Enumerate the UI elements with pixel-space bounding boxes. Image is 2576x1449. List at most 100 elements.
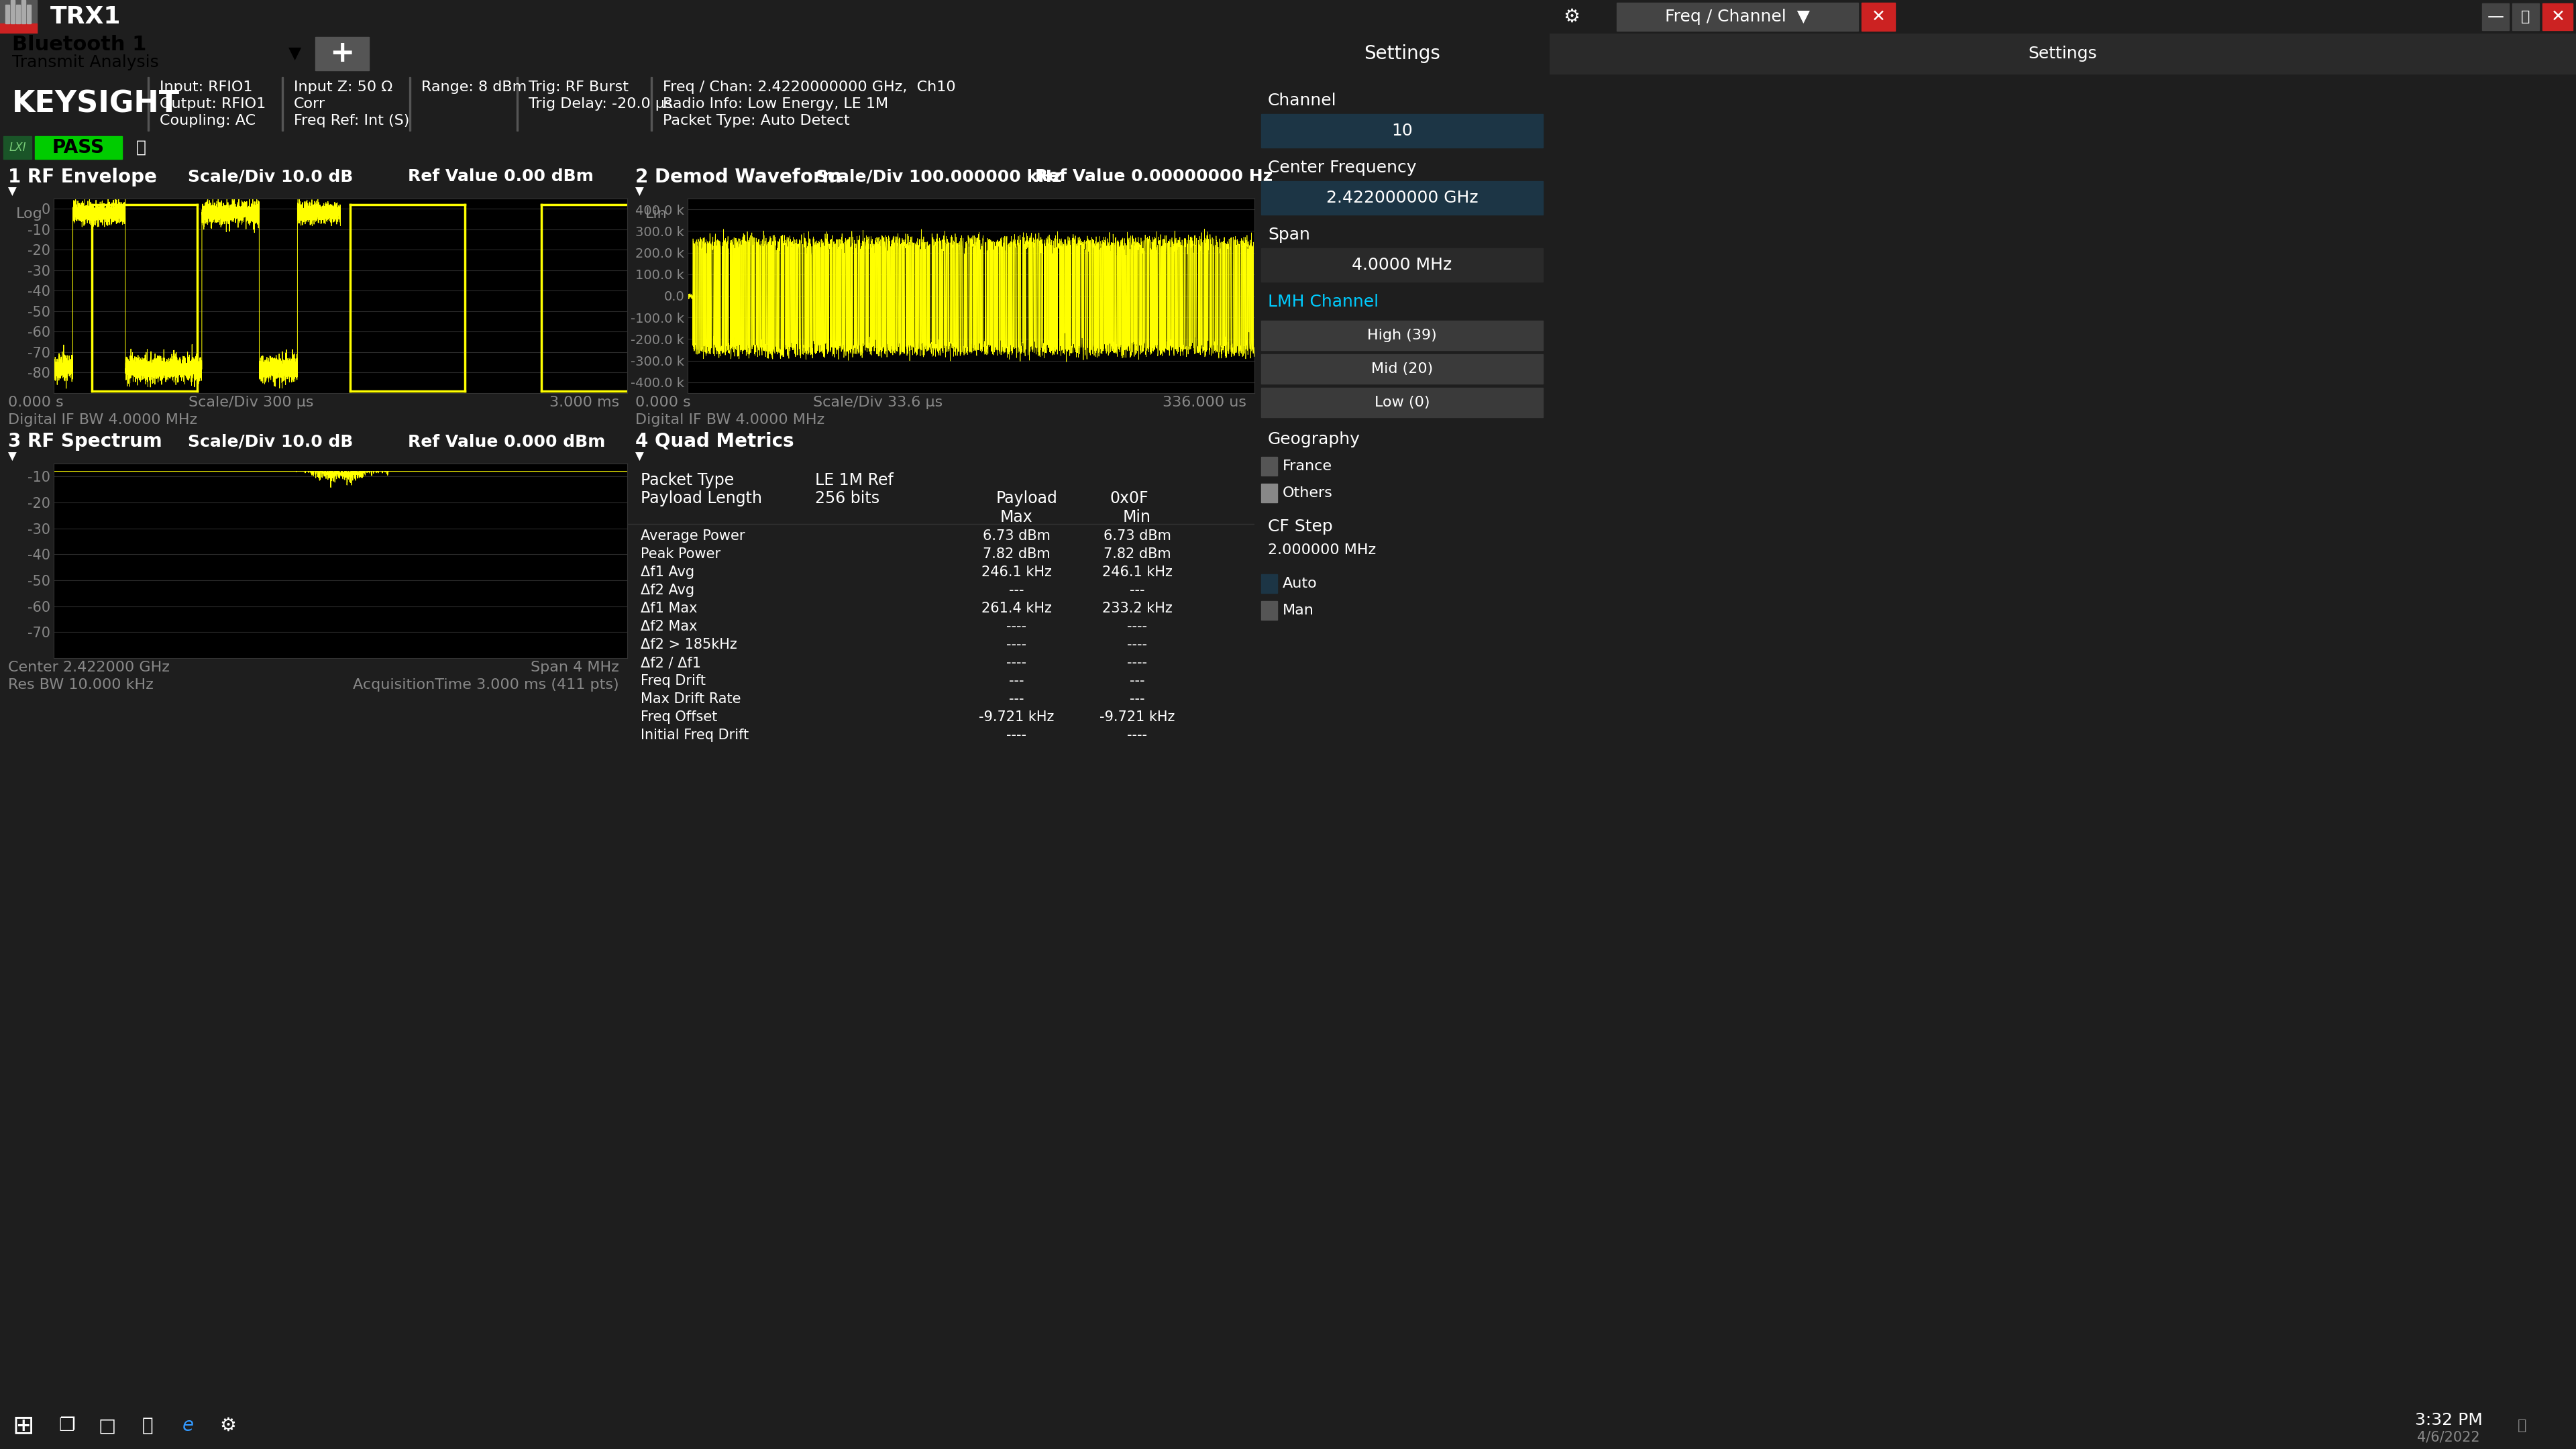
Text: KEYSIGHT: KEYSIGHT bbox=[13, 90, 180, 119]
Text: Packet Type: Auto Detect: Packet Type: Auto Detect bbox=[662, 114, 850, 128]
Text: e: e bbox=[183, 1416, 193, 1435]
Text: 0.000 s: 0.000 s bbox=[8, 396, 64, 409]
Text: Span: Span bbox=[1267, 226, 1311, 243]
Text: ⚙: ⚙ bbox=[219, 1416, 237, 1435]
Text: 6.73 dBm: 6.73 dBm bbox=[1103, 529, 1172, 543]
Text: Scale/Div 33.6 µs: Scale/Div 33.6 µs bbox=[814, 396, 943, 409]
Text: LE 1M Ref: LE 1M Ref bbox=[814, 472, 894, 488]
Text: Man: Man bbox=[1283, 604, 1314, 617]
Text: ⧉: ⧉ bbox=[2522, 10, 2530, 23]
Text: 4 Quad Metrics: 4 Quad Metrics bbox=[636, 432, 793, 451]
Text: Δf2 Avg: Δf2 Avg bbox=[641, 584, 696, 597]
Text: Coupling: AC: Coupling: AC bbox=[160, 114, 255, 128]
Text: Center 2.422000 GHz: Center 2.422000 GHz bbox=[8, 661, 170, 674]
Text: ---: --- bbox=[1128, 674, 1144, 688]
Text: Lin: Lin bbox=[647, 207, 667, 220]
Text: 256 bits: 256 bits bbox=[814, 490, 878, 507]
Bar bbox=[2483, 3, 2509, 30]
Text: +: + bbox=[330, 39, 355, 68]
Text: ----: ---- bbox=[1128, 638, 1146, 652]
Text: ✕: ✕ bbox=[1870, 9, 1886, 25]
Text: Freq / Channel  ▼: Freq / Channel ▼ bbox=[1664, 9, 1811, 25]
Text: 🔺: 🔺 bbox=[2517, 1419, 2527, 1432]
Bar bbox=[10, 0, 15, 23]
Text: ⊞: ⊞ bbox=[13, 1413, 33, 1439]
Bar bbox=[314, 36, 368, 71]
Text: Freq Drift: Freq Drift bbox=[641, 674, 706, 688]
Text: ---: --- bbox=[1010, 693, 1023, 706]
Bar bbox=[1262, 601, 1278, 620]
Text: ----: ---- bbox=[1128, 729, 1146, 742]
Text: Freq Offset: Freq Offset bbox=[641, 710, 716, 724]
Text: Freq / Chan: 2.4220000000 GHz,  Ch10: Freq / Chan: 2.4220000000 GHz, Ch10 bbox=[662, 80, 956, 94]
Text: AcquisitionTime 3.000 ms (411 pts): AcquisitionTime 3.000 ms (411 pts) bbox=[353, 678, 618, 691]
Text: France: France bbox=[1283, 459, 1332, 472]
Bar bbox=[21, 0, 26, 23]
Bar bbox=[5, 4, 10, 23]
Text: 0x0F: 0x0F bbox=[1110, 490, 1149, 507]
Text: Corr: Corr bbox=[294, 97, 325, 110]
Text: 1 RF Envelope: 1 RF Envelope bbox=[8, 168, 157, 185]
Text: Mid (20): Mid (20) bbox=[1370, 362, 1432, 375]
Text: Ref Value 0.00000000 Hz: Ref Value 0.00000000 Hz bbox=[1036, 168, 1273, 185]
Text: 4.0000 MHz: 4.0000 MHz bbox=[1352, 256, 1453, 272]
Text: ----: ---- bbox=[1007, 729, 1025, 742]
Text: Bluetooth 1: Bluetooth 1 bbox=[13, 35, 147, 55]
Text: Ref Value 0.00 dBm: Ref Value 0.00 dBm bbox=[407, 168, 592, 185]
Text: LXI: LXI bbox=[8, 142, 26, 154]
Bar bbox=[26, 4, 31, 23]
Text: 📁: 📁 bbox=[142, 1416, 152, 1435]
Text: ▼: ▼ bbox=[636, 451, 644, 462]
Bar bbox=[1262, 484, 1278, 503]
Text: Δf2 / Δf1: Δf2 / Δf1 bbox=[641, 656, 701, 669]
Text: -9.721 kHz: -9.721 kHz bbox=[1100, 710, 1175, 724]
Text: 2.000000 MHz: 2.000000 MHz bbox=[1267, 543, 1376, 556]
Text: 2 Demod Waveform: 2 Demod Waveform bbox=[636, 168, 842, 185]
Text: -9.721 kHz: -9.721 kHz bbox=[979, 710, 1054, 724]
Text: Packet Type: Packet Type bbox=[641, 472, 734, 488]
Text: Transmit Analysis: Transmit Analysis bbox=[13, 55, 160, 71]
Text: Initial Freq Drift: Initial Freq Drift bbox=[641, 729, 750, 742]
Text: 6.73 dBm: 6.73 dBm bbox=[981, 529, 1051, 543]
Text: Radio Info: Low Energy, LE 1M: Radio Info: Low Energy, LE 1M bbox=[662, 97, 889, 110]
Bar bbox=[15, 4, 21, 23]
Text: Max Drift Rate: Max Drift Rate bbox=[641, 693, 742, 706]
Text: Δf2 Max: Δf2 Max bbox=[641, 620, 698, 633]
Text: Span 4 MHz: Span 4 MHz bbox=[531, 661, 618, 674]
Text: 3.000 ms: 3.000 ms bbox=[549, 396, 618, 409]
Text: Others: Others bbox=[1283, 487, 1332, 500]
Text: Input: RFIO1: Input: RFIO1 bbox=[160, 80, 252, 94]
Bar bbox=[36, 136, 121, 159]
Text: ▼: ▼ bbox=[8, 451, 15, 462]
Text: Trig Delay: -20.0 µs: Trig Delay: -20.0 µs bbox=[528, 97, 672, 110]
Bar bbox=[3, 136, 31, 159]
Text: Range: 8 dBm: Range: 8 dBm bbox=[422, 80, 526, 94]
Text: 336.000 us: 336.000 us bbox=[1162, 396, 1247, 409]
Bar bbox=[1618, 3, 1857, 30]
Text: ---: --- bbox=[1128, 693, 1144, 706]
Text: —: — bbox=[2486, 9, 2504, 25]
Bar bbox=[1262, 456, 1278, 475]
Text: ----: ---- bbox=[1007, 656, 1025, 669]
Text: ✕: ✕ bbox=[2550, 9, 2566, 25]
Text: Digital IF BW 4.0000 MHz: Digital IF BW 4.0000 MHz bbox=[8, 413, 198, 426]
Bar bbox=[2543, 3, 2573, 30]
Text: Δf2 > 185kHz: Δf2 > 185kHz bbox=[641, 638, 737, 652]
Text: Input Z: 50 Ω: Input Z: 50 Ω bbox=[294, 80, 392, 94]
Bar bbox=[1262, 248, 1543, 281]
Text: Res BW 10.000 kHz: Res BW 10.000 kHz bbox=[8, 678, 155, 691]
Text: Peak Power: Peak Power bbox=[641, 548, 721, 561]
Text: LMH Channel: LMH Channel bbox=[1267, 294, 1378, 310]
Text: ---: --- bbox=[1010, 674, 1023, 688]
Text: 💬: 💬 bbox=[137, 139, 147, 155]
Bar bbox=[0, 23, 36, 33]
Text: Δf1 Max: Δf1 Max bbox=[641, 601, 698, 616]
Text: Scale/Div 10.0 dB: Scale/Div 10.0 dB bbox=[188, 433, 353, 449]
Text: ▼: ▼ bbox=[636, 185, 644, 199]
Bar bbox=[0, 0, 36, 33]
Text: Center Frequency: Center Frequency bbox=[1267, 159, 1417, 175]
Text: CF Step: CF Step bbox=[1267, 519, 1332, 535]
Text: ---: --- bbox=[1010, 584, 1023, 597]
Bar bbox=[1262, 388, 1543, 417]
Text: 246.1 kHz: 246.1 kHz bbox=[981, 565, 1051, 580]
